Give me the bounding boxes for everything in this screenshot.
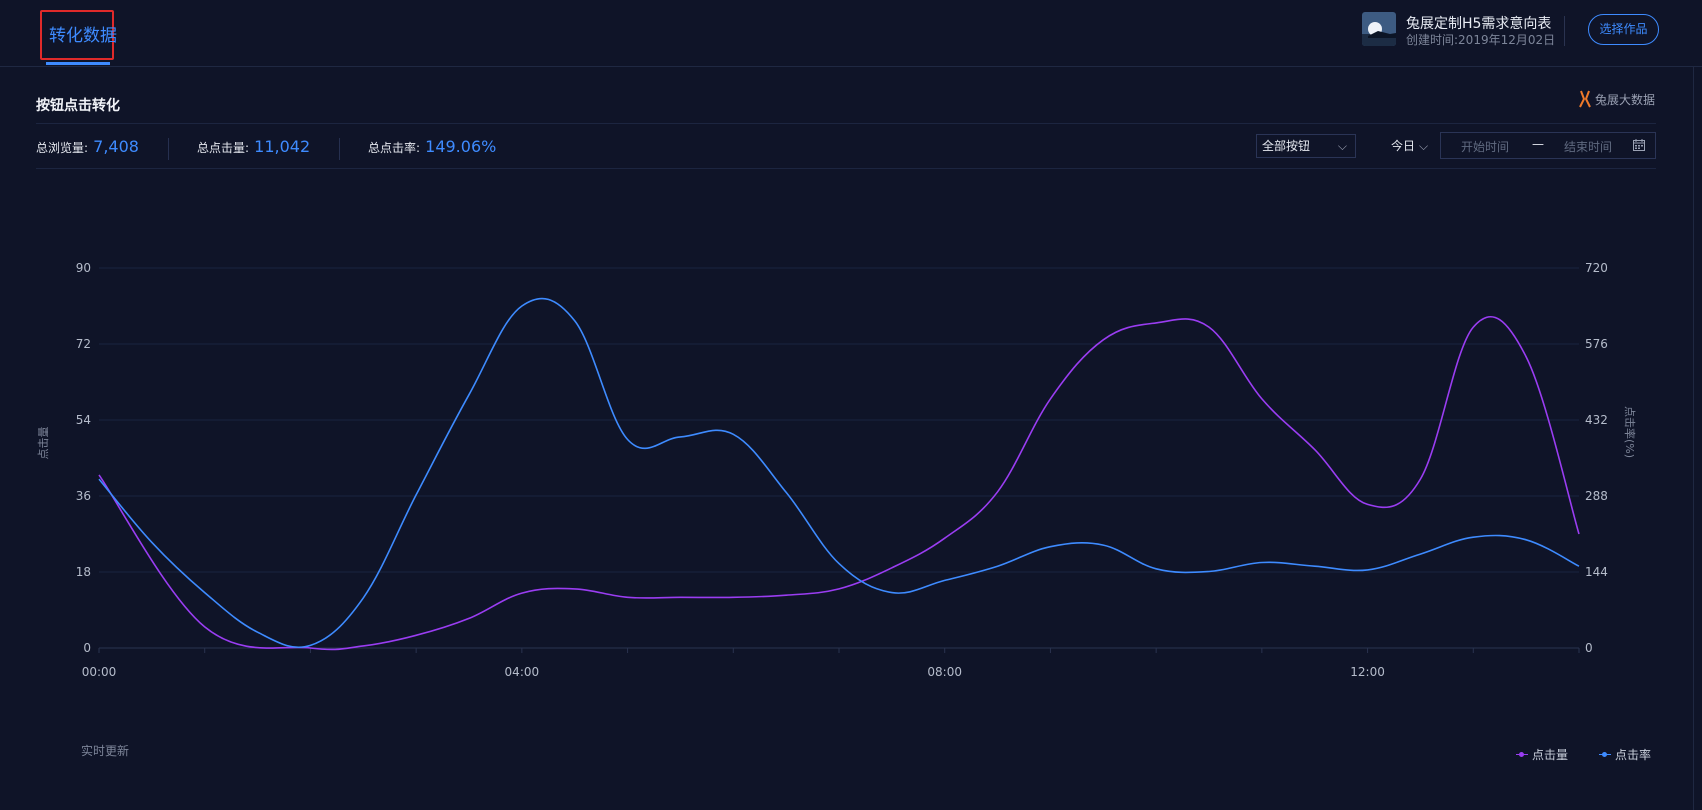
legend-label: 点击量 (1532, 748, 1569, 762)
topbar (0, 0, 1702, 67)
y-left-tick-label: 36 (76, 489, 91, 503)
header-divider (1564, 16, 1565, 46)
section-title: 按钮点击转化 (36, 98, 120, 114)
x-tick-label: 12:00 (1350, 665, 1385, 679)
work-title: 兔展定制H5需求意向表 (1406, 16, 1552, 32)
series-line-clicks (98, 315, 1580, 651)
legend-label: 点击率 (1615, 748, 1652, 762)
period-value: 今日 (1391, 139, 1416, 153)
chevron-down-icon: ⌵ (1337, 139, 1347, 153)
stat-total-views: 总浏览量: 7,408 (36, 137, 139, 156)
select-work-button[interactable]: 选择作品 (1588, 14, 1659, 45)
stat-label: 总点击率: (368, 141, 421, 155)
tab-label: 转化数据 (49, 26, 117, 46)
y-left-tick-label: 54 (76, 413, 91, 427)
y-left-tick-label: 72 (76, 337, 91, 351)
button-filter-value: 全部按钮 (1262, 139, 1311, 153)
y-left-tick-label: 18 (76, 565, 91, 579)
button-filter-select[interactable]: 全部按钮 ⌵ (1256, 134, 1356, 158)
y-left-tick-label: 0 (83, 641, 91, 655)
legend-marker-icon (1599, 751, 1611, 759)
y-right-axis-label: 点击率(%) (1623, 406, 1637, 458)
stat-value: 7,408 (93, 137, 139, 156)
date-range-picker[interactable]: 开始时间 — 结束时间 (1440, 132, 1656, 159)
stat-separator (168, 138, 169, 160)
stat-click-rate: 总点击率: 149.06% (368, 137, 496, 156)
brand-logo: 兔展大数据 (1578, 90, 1655, 108)
y-right-tick-label: 720 (1585, 261, 1608, 275)
period-select[interactable]: 今日 ⌵ (1391, 137, 1428, 154)
x-tick-label: 04:00 (505, 665, 540, 679)
date-end-input[interactable]: 结束时间 (1564, 140, 1613, 154)
rabbit-logo-icon (1579, 90, 1591, 108)
stat-label: 总点击量: (197, 141, 250, 155)
date-separator: — (1532, 137, 1544, 151)
calendar-icon[interactable] (1633, 139, 1645, 151)
y-right-tick-label: 432 (1585, 413, 1608, 427)
y-left-axis-label: 点击量 (37, 427, 50, 460)
y-left-tick-label: 90 (76, 261, 91, 275)
right-scroll-edge (1693, 66, 1694, 810)
stat-separator (339, 138, 340, 160)
section-divider-stats (36, 168, 1656, 169)
brand-label: 兔展大数据 (1595, 92, 1656, 107)
y-right-tick-label: 144 (1585, 565, 1608, 579)
chevron-down-icon: ⌵ (1419, 139, 1429, 153)
series-line-rate (98, 297, 1580, 649)
x-tick-label: 00:00 (82, 665, 117, 679)
stat-label: 总浏览量: (36, 141, 89, 155)
stat-value: 149.06% (425, 137, 497, 156)
realtime-update-label: 实时更新 (81, 744, 130, 758)
y-right-tick-label: 0 (1585, 641, 1593, 655)
y-right-tick-label: 576 (1585, 337, 1608, 351)
x-tick-label: 08:00 (927, 665, 962, 679)
work-thumbnail (1362, 12, 1396, 46)
stat-total-clicks: 总点击量: 11,042 (197, 137, 310, 156)
legend-item-rate[interactable]: 点击率 (1599, 746, 1651, 763)
work-created-date: 创建时间:2019年12月02日 (1406, 33, 1556, 47)
y-right-tick-label: 288 (1585, 489, 1608, 503)
tab-active-underline (46, 62, 110, 65)
date-start-input[interactable]: 开始时间 (1461, 140, 1510, 154)
tab-conversion-data[interactable]: 转化数据 (40, 10, 117, 60)
legend-item-clicks[interactable]: 点击量 (1516, 746, 1568, 763)
stat-value: 11,042 (254, 137, 311, 156)
section-divider-top (36, 123, 1656, 124)
legend-marker-icon (1516, 751, 1528, 759)
